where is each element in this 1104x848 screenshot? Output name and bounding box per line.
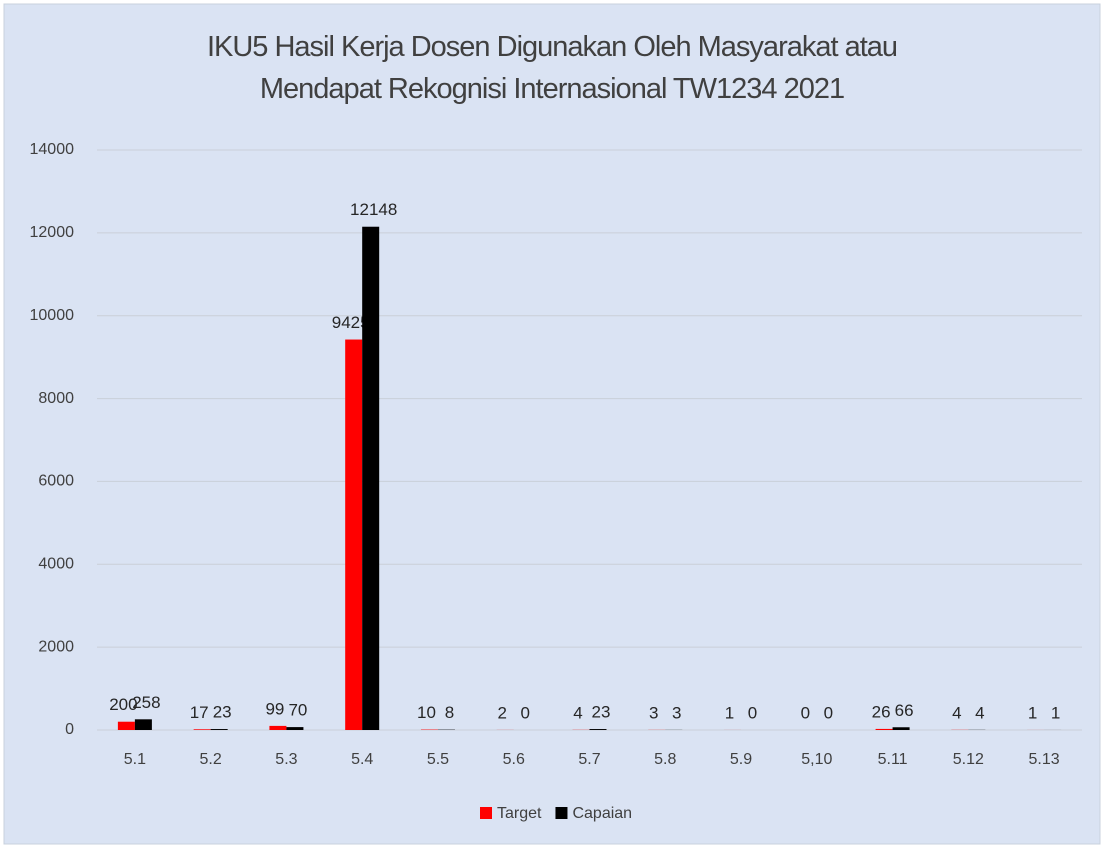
y-tick-label: 4000 bbox=[38, 556, 74, 573]
bar bbox=[875, 728, 893, 730]
x-tick-label: 5,10 bbox=[801, 751, 832, 768]
bar bbox=[134, 719, 152, 730]
data-label: 3 bbox=[672, 703, 681, 722]
x-tick-label: 5.3 bbox=[275, 751, 297, 768]
data-label: 200 bbox=[109, 695, 137, 714]
bar bbox=[286, 727, 304, 730]
data-label: 70 bbox=[288, 701, 307, 720]
y-tick-label: 0 bbox=[65, 721, 74, 738]
bar bbox=[892, 727, 910, 730]
x-tick-label: 5.6 bbox=[503, 751, 525, 768]
data-label: 99 bbox=[265, 699, 284, 718]
x-tick-label: 5.4 bbox=[351, 751, 373, 768]
data-label: 4 bbox=[952, 703, 961, 722]
y-tick-label: 14000 bbox=[30, 141, 75, 158]
x-tick-label: 5.2 bbox=[200, 751, 222, 768]
data-label: 8 bbox=[445, 703, 454, 722]
legend-label: Capaian bbox=[572, 805, 632, 822]
data-label: 23 bbox=[213, 703, 232, 722]
data-label: 9425 bbox=[332, 313, 370, 332]
y-tick-label: 8000 bbox=[38, 390, 74, 407]
data-label: 17 bbox=[190, 703, 209, 722]
data-label: 3 bbox=[649, 703, 658, 722]
data-label: 258 bbox=[132, 693, 160, 712]
data-label: 23 bbox=[592, 703, 611, 722]
x-tick-label: 5.11 bbox=[878, 751, 908, 768]
bar bbox=[210, 729, 228, 730]
y-tick-label: 6000 bbox=[38, 473, 74, 490]
legend-label: Target bbox=[497, 805, 542, 822]
x-tick-label: 5.12 bbox=[953, 751, 984, 768]
x-tick-label: 5.5 bbox=[427, 751, 449, 768]
data-label: 4 bbox=[975, 703, 984, 722]
y-tick-label: 2000 bbox=[38, 638, 74, 655]
bar bbox=[345, 339, 363, 730]
legend-swatch bbox=[555, 807, 568, 819]
bar bbox=[193, 729, 211, 730]
data-label: 1 bbox=[725, 703, 734, 722]
y-tick-label: 10000 bbox=[30, 307, 75, 324]
data-label: 1 bbox=[1051, 703, 1060, 722]
data-label: 4 bbox=[573, 703, 582, 722]
x-tick-label: 5.1 bbox=[124, 751, 146, 768]
legend-swatch bbox=[480, 807, 492, 819]
data-label: 0 bbox=[801, 703, 810, 722]
data-label: 10 bbox=[417, 703, 436, 722]
bar bbox=[589, 729, 607, 730]
bar bbox=[269, 725, 287, 730]
data-label: 66 bbox=[895, 701, 914, 720]
x-tick-label: 5.8 bbox=[654, 751, 676, 768]
data-label: 2 bbox=[497, 703, 506, 722]
x-tick-label: 5.7 bbox=[578, 751, 600, 768]
chart-title: IKU5 Hasil Kerja Dosen Digunakan Oleh Ma… bbox=[206, 31, 898, 105]
data-label: 1 bbox=[1028, 703, 1037, 722]
bar bbox=[362, 226, 380, 730]
data-label: 0 bbox=[748, 703, 757, 722]
bar bbox=[117, 721, 135, 730]
y-tick-label: 12000 bbox=[30, 224, 75, 241]
data-label: 0 bbox=[824, 703, 833, 722]
x-tick-label: 5.9 bbox=[730, 751, 752, 768]
chart-background bbox=[3, 3, 1101, 845]
data-label: 0 bbox=[520, 703, 529, 722]
data-label: 26 bbox=[872, 702, 891, 721]
data-label: 12148 bbox=[350, 200, 397, 219]
x-tick-label: 5.13 bbox=[1029, 751, 1060, 768]
